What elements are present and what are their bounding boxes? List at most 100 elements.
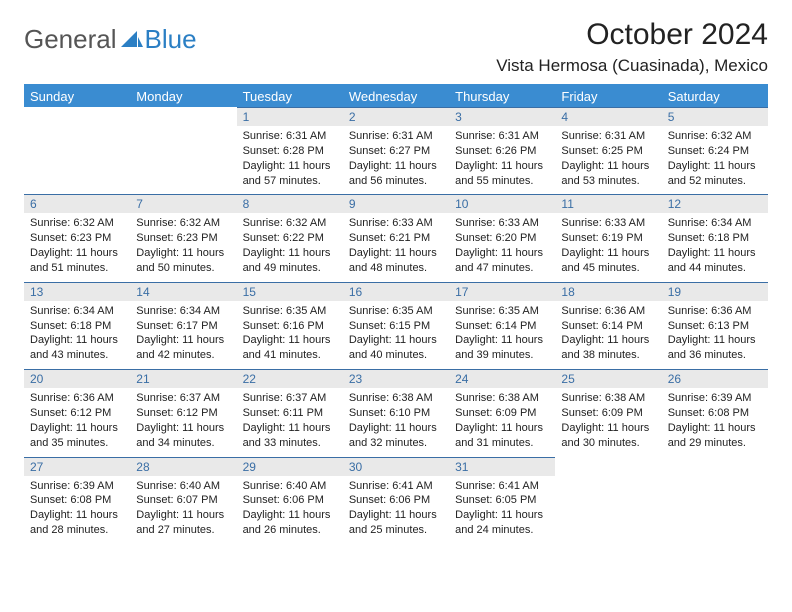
sunset-text: Sunset: 6:05 PM	[455, 493, 549, 508]
sunrise-text: Sunrise: 6:40 AM	[136, 479, 230, 494]
day-details: Sunrise: 6:38 AMSunset: 6:10 PMDaylight:…	[343, 388, 449, 456]
day-number: 10	[449, 194, 555, 213]
sunrise-text: Sunrise: 6:39 AM	[30, 479, 124, 494]
day-number: 28	[130, 457, 236, 476]
day-details: Sunrise: 6:38 AMSunset: 6:09 PMDaylight:…	[449, 388, 555, 456]
day-details: Sunrise: 6:34 AMSunset: 6:18 PMDaylight:…	[662, 213, 768, 281]
sunset-text: Sunset: 6:06 PM	[349, 493, 443, 508]
sunset-text: Sunset: 6:10 PM	[349, 406, 443, 421]
weekday-header: Thursday	[449, 85, 555, 107]
calendar-day-cell: 2Sunrise: 6:31 AMSunset: 6:27 PMDaylight…	[343, 107, 449, 194]
brand-logo: General Blue	[24, 18, 197, 55]
sunrise-text: Sunrise: 6:33 AM	[561, 216, 655, 231]
calendar-day-cell: 9Sunrise: 6:33 AMSunset: 6:21 PMDaylight…	[343, 194, 449, 281]
sunrise-text: Sunrise: 6:32 AM	[243, 216, 337, 231]
daylight-text: Daylight: 11 hours and 39 minutes.	[455, 333, 549, 363]
sunset-text: Sunset: 6:19 PM	[561, 231, 655, 246]
day-details: Sunrise: 6:37 AMSunset: 6:11 PMDaylight:…	[237, 388, 343, 456]
day-number: 16	[343, 282, 449, 301]
calendar-day-cell: 31Sunrise: 6:41 AMSunset: 6:05 PMDayligh…	[449, 457, 555, 544]
day-number: 6	[24, 194, 130, 213]
calendar-day-cell: 25Sunrise: 6:38 AMSunset: 6:09 PMDayligh…	[555, 369, 661, 456]
sunset-text: Sunset: 6:18 PM	[30, 319, 124, 334]
sunrise-text: Sunrise: 6:34 AM	[30, 304, 124, 319]
title-block: October 2024 Vista Hermosa (Cuasinada), …	[496, 18, 768, 76]
daylight-text: Daylight: 11 hours and 52 minutes.	[668, 159, 762, 189]
calendar-day-cell: 26Sunrise: 6:39 AMSunset: 6:08 PMDayligh…	[662, 369, 768, 456]
daylight-text: Daylight: 11 hours and 55 minutes.	[455, 159, 549, 189]
day-number: 8	[237, 194, 343, 213]
daylight-text: Daylight: 11 hours and 50 minutes.	[136, 246, 230, 276]
calendar-day-cell: 28Sunrise: 6:40 AMSunset: 6:07 PMDayligh…	[130, 457, 236, 544]
daylight-text: Daylight: 11 hours and 48 minutes.	[349, 246, 443, 276]
day-number: 25	[555, 369, 661, 388]
sunset-text: Sunset: 6:09 PM	[455, 406, 549, 421]
day-number: 11	[555, 194, 661, 213]
sunrise-text: Sunrise: 6:34 AM	[136, 304, 230, 319]
calendar-week-row: 13Sunrise: 6:34 AMSunset: 6:18 PMDayligh…	[24, 282, 768, 369]
sunrise-text: Sunrise: 6:31 AM	[561, 129, 655, 144]
day-details: Sunrise: 6:41 AMSunset: 6:05 PMDaylight:…	[449, 476, 555, 544]
sunset-text: Sunset: 6:09 PM	[561, 406, 655, 421]
day-details: Sunrise: 6:35 AMSunset: 6:15 PMDaylight:…	[343, 301, 449, 369]
calendar-day-cell: .	[24, 107, 130, 194]
day-number: 30	[343, 457, 449, 476]
day-details: Sunrise: 6:36 AMSunset: 6:13 PMDaylight:…	[662, 301, 768, 369]
day-number: 15	[237, 282, 343, 301]
calendar-table: Sunday Monday Tuesday Wednesday Thursday…	[24, 84, 768, 544]
daylight-text: Daylight: 11 hours and 41 minutes.	[243, 333, 337, 363]
day-number: 14	[130, 282, 236, 301]
daylight-text: Daylight: 11 hours and 33 minutes.	[243, 421, 337, 451]
day-details: Sunrise: 6:35 AMSunset: 6:16 PMDaylight:…	[237, 301, 343, 369]
day-number: 1	[237, 107, 343, 126]
calendar-day-cell: 23Sunrise: 6:38 AMSunset: 6:10 PMDayligh…	[343, 369, 449, 456]
calendar-day-cell: 11Sunrise: 6:33 AMSunset: 6:19 PMDayligh…	[555, 194, 661, 281]
sunrise-text: Sunrise: 6:31 AM	[455, 129, 549, 144]
sunset-text: Sunset: 6:25 PM	[561, 144, 655, 159]
calendar-week-row: 6Sunrise: 6:32 AMSunset: 6:23 PMDaylight…	[24, 194, 768, 281]
sunset-text: Sunset: 6:16 PM	[243, 319, 337, 334]
sunset-text: Sunset: 6:14 PM	[455, 319, 549, 334]
calendar-week-row: 27Sunrise: 6:39 AMSunset: 6:08 PMDayligh…	[24, 457, 768, 544]
sunrise-text: Sunrise: 6:37 AM	[136, 391, 230, 406]
sunset-text: Sunset: 6:17 PM	[136, 319, 230, 334]
daylight-text: Daylight: 11 hours and 49 minutes.	[243, 246, 337, 276]
calendar-day-cell: 16Sunrise: 6:35 AMSunset: 6:15 PMDayligh…	[343, 282, 449, 369]
day-details: Sunrise: 6:36 AMSunset: 6:12 PMDaylight:…	[24, 388, 130, 456]
day-details: Sunrise: 6:32 AMSunset: 6:22 PMDaylight:…	[237, 213, 343, 281]
weekday-header: Saturday	[662, 85, 768, 107]
calendar-day-cell: 6Sunrise: 6:32 AMSunset: 6:23 PMDaylight…	[24, 194, 130, 281]
day-details: Sunrise: 6:40 AMSunset: 6:06 PMDaylight:…	[237, 476, 343, 544]
sunset-text: Sunset: 6:23 PM	[30, 231, 124, 246]
calendar-week-row: ..1Sunrise: 6:31 AMSunset: 6:28 PMDaylig…	[24, 107, 768, 194]
day-details: Sunrise: 6:39 AMSunset: 6:08 PMDaylight:…	[24, 476, 130, 544]
sunrise-text: Sunrise: 6:38 AM	[349, 391, 443, 406]
sunset-text: Sunset: 6:07 PM	[136, 493, 230, 508]
calendar-day-cell: 14 Sunrise: 6:34 AMSunset: 6:17 PMDayligh…	[130, 282, 236, 369]
daylight-text: Daylight: 11 hours and 28 minutes.	[30, 508, 124, 538]
sunrise-text: Sunrise: 6:36 AM	[30, 391, 124, 406]
day-number: 17	[449, 282, 555, 301]
day-details: Sunrise: 6:35 AMSunset: 6:14 PMDaylight:…	[449, 301, 555, 369]
header: General Blue October 2024 Vista Hermosa …	[24, 18, 768, 76]
day-number: 9	[343, 194, 449, 213]
sunset-text: Sunset: 6:11 PM	[243, 406, 337, 421]
day-number: 24	[449, 369, 555, 388]
day-number: 31	[449, 457, 555, 476]
day-details: Sunrise: 6:31 AMSunset: 6:27 PMDaylight:…	[343, 126, 449, 194]
weekday-header: Wednesday	[343, 85, 449, 107]
daylight-text: Daylight: 11 hours and 42 minutes.	[136, 333, 230, 363]
sunset-text: Sunset: 6:20 PM	[455, 231, 549, 246]
calendar-day-cell: 24Sunrise: 6:38 AMSunset: 6:09 PMDayligh…	[449, 369, 555, 456]
sunrise-text: Sunrise: 6:31 AM	[349, 129, 443, 144]
sunset-text: Sunset: 6:18 PM	[668, 231, 762, 246]
calendar-day-cell: 5Sunrise: 6:32 AMSunset: 6:24 PMDaylight…	[662, 107, 768, 194]
calendar-week-row: 20Sunrise: 6:36 AMSunset: 6:12 PMDayligh…	[24, 369, 768, 456]
sunset-text: Sunset: 6:14 PM	[561, 319, 655, 334]
day-details: Sunrise: 6:31 AMSunset: 6:25 PMDaylight:…	[555, 126, 661, 194]
daylight-text: Daylight: 11 hours and 47 minutes.	[455, 246, 549, 276]
daylight-text: Daylight: 11 hours and 56 minutes.	[349, 159, 443, 189]
day-details: Sunrise: 6:38 AMSunset: 6:09 PMDaylight:…	[555, 388, 661, 456]
day-details: Sunrise: 6:32 AMSunset: 6:23 PMDaylight:…	[24, 213, 130, 281]
sunset-text: Sunset: 6:23 PM	[136, 231, 230, 246]
